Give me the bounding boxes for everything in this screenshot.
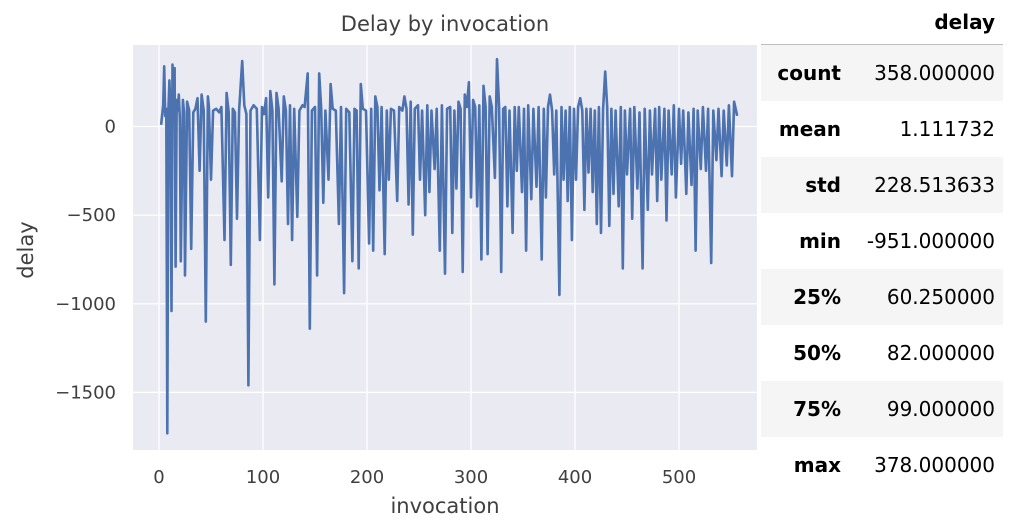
y-tick-label: −1500 bbox=[55, 382, 116, 403]
row-label: 75% bbox=[793, 397, 841, 421]
x-tick-label: 300 bbox=[454, 467, 488, 488]
x-axis-label: invocation bbox=[390, 494, 499, 518]
column-header-delay: delay bbox=[849, 0, 1003, 45]
row-label: max bbox=[793, 453, 841, 477]
row-label: std bbox=[805, 173, 841, 197]
x-tick-label: 500 bbox=[662, 467, 696, 488]
row-value: 99.000000 bbox=[886, 397, 995, 421]
row-value: 60.250000 bbox=[886, 285, 995, 309]
y-tick-label: −1000 bbox=[55, 294, 116, 315]
row-value: 358.000000 bbox=[874, 61, 995, 85]
table-body: count 358.000000 mean 1.111732 std 228.513633… bbox=[761, 44, 1003, 493]
row-value: 82.000000 bbox=[886, 341, 995, 365]
table-row: 25% 60.250000 bbox=[761, 269, 1003, 325]
x-tick-labels: 0 100 200 300 400 500 bbox=[153, 467, 696, 488]
row-label: mean bbox=[778, 117, 841, 141]
table-row: 75% 99.000000 bbox=[761, 381, 1003, 437]
table-row: min -951.000000 bbox=[761, 213, 1003, 269]
describe-stats-table: delay count 358.000000 mean 1.111732 std 228.… bbox=[761, 0, 1003, 493]
row-value: 378.000000 bbox=[874, 453, 995, 477]
delay-series-line bbox=[159, 57, 739, 435]
x-tick-label: 0 bbox=[153, 467, 164, 488]
y-tick-label: 0 bbox=[105, 117, 116, 138]
row-value: -951.000000 bbox=[866, 229, 995, 253]
delay-chart: Delay by invocation 0 100 200 300 400 500 0 −5… bbox=[14, 12, 757, 518]
y-tick-label: −500 bbox=[67, 205, 116, 226]
table-row: max 378.000000 bbox=[761, 437, 1003, 493]
table-corner bbox=[761, 0, 849, 45]
x-tick-label: 400 bbox=[558, 467, 592, 488]
table-row: count 358.000000 bbox=[761, 44, 1003, 101]
table-header-row: delay bbox=[761, 0, 1003, 45]
row-label: count bbox=[777, 61, 841, 85]
table-row: 50% 82.000000 bbox=[761, 325, 1003, 381]
x-tick-label: 100 bbox=[246, 467, 280, 488]
table-row: mean 1.111732 bbox=[761, 101, 1003, 157]
table-row: std 228.513633 bbox=[761, 157, 1003, 213]
series-layer bbox=[159, 57, 739, 435]
row-value: 1.111732 bbox=[899, 117, 995, 141]
row-value: 228.513633 bbox=[874, 173, 995, 197]
row-label: 50% bbox=[793, 341, 841, 365]
chart-title: Delay by invocation bbox=[341, 12, 549, 36]
row-label: 25% bbox=[793, 285, 841, 309]
row-label: min bbox=[799, 229, 841, 253]
x-tick-label: 200 bbox=[350, 467, 384, 488]
y-axis-label: delay bbox=[14, 221, 38, 278]
y-tick-labels: 0 −500 −1000 −1500 bbox=[55, 117, 116, 404]
